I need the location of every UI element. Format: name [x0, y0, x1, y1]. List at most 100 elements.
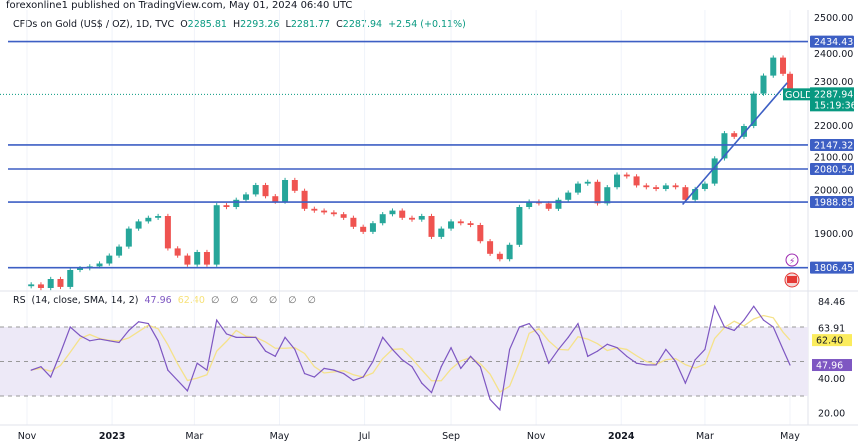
rsi-point: [675, 360, 677, 363]
rsi-point: [50, 376, 52, 378]
price-tick-label: 1900.00: [814, 229, 853, 240]
rsi-point: [411, 366, 413, 368]
candle: [565, 192, 572, 200]
published-caption: forexonline1 published on TradingView.co…: [6, 0, 353, 11]
rsi-point: [98, 338, 101, 340]
last-price-box: [810, 87, 854, 112]
price-tick-label: 2300.00: [814, 77, 853, 88]
rsi-point: [557, 348, 560, 351]
candle: [77, 268, 84, 270]
price-tick-label: 2000.00: [814, 186, 853, 197]
rsi-point: [789, 364, 791, 366]
time-tick-label: Mar: [696, 431, 714, 442]
candle: [96, 263, 103, 267]
price-tick-label: 2500.00: [814, 13, 853, 24]
rsi-point: [684, 382, 686, 384]
time-tick-label: 2024: [608, 431, 635, 442]
candle: [291, 180, 298, 191]
symbol-name[interactable]: CFDs on Gold (US$ / OZ), 1D, TVC: [13, 19, 175, 30]
rsi-point: [421, 382, 423, 384]
candle: [672, 185, 679, 188]
candle: [760, 75, 767, 94]
rsi-point: [665, 348, 667, 351]
candle: [213, 205, 220, 265]
rsi-point: [567, 336, 569, 338]
rsi-value-label: 47.96: [816, 361, 843, 372]
rsi-point: [655, 364, 657, 366]
rsi-point: [167, 369, 169, 371]
rsi-point: [538, 335, 540, 337]
candle: [135, 221, 142, 229]
rsi-point: [79, 335, 81, 337]
rsi-point: [313, 376, 315, 378]
rsi-point: [284, 336, 286, 338]
candle: [780, 57, 787, 74]
rsi-point: [255, 336, 257, 338]
rsi-point: [548, 362, 550, 364]
candle: [125, 228, 132, 247]
rsi-tick-label: 84.46: [818, 297, 845, 308]
rsi-point: [303, 372, 306, 375]
time-tick-label: May: [270, 431, 290, 442]
rsi-point: [782, 348, 784, 351]
candle: [487, 241, 494, 254]
candle: [321, 210, 328, 213]
candle: [282, 180, 289, 202]
rsi-point: [382, 336, 384, 338]
rsi-point: [108, 340, 110, 342]
rsi-point: [352, 379, 355, 382]
us-flag-stripes: [787, 276, 797, 283]
time-tick-label: 2023: [99, 431, 125, 442]
candle: [164, 216, 171, 249]
rsi-point: [118, 341, 120, 344]
rsi-value-box: [812, 359, 852, 372]
rsi-point: [69, 326, 71, 328]
candle: [692, 189, 699, 200]
time-tick-label: Mar: [185, 431, 203, 442]
candle: [682, 187, 689, 200]
candle: [399, 210, 406, 218]
candle: [750, 93, 757, 126]
candle: [467, 223, 474, 225]
level-price-label: 1806.45: [814, 263, 853, 274]
candle: [106, 255, 113, 264]
change-value: +2.54 (+0.11%): [388, 19, 466, 30]
candle: [174, 248, 181, 256]
high-label: H: [233, 19, 241, 30]
level-price-box: [810, 261, 854, 274]
rsi-point: [391, 348, 394, 351]
rsi-point: [89, 340, 91, 342]
candle: [614, 174, 621, 188]
candle: [770, 57, 777, 76]
rsi-point: [177, 379, 179, 382]
price-tick-label: 2100.00: [814, 153, 853, 164]
rsi-point: [596, 350, 599, 352]
time-tick-label: Nov: [527, 431, 546, 442]
rsi-point: [450, 347, 452, 349]
time-tick-label: May: [780, 431, 800, 442]
level-price-label: 1988.85: [814, 198, 853, 209]
rsi-point: [440, 366, 442, 368]
rsi-indicator-name[interactable]: RSI (14, close, SMA, 14, 2): [13, 295, 139, 306]
time-tick-label: Jul: [358, 431, 370, 442]
symbol-legend: CFDs on Gold (US$ / OZ), 1D, TVC O2285.8…: [13, 19, 466, 30]
candle: [477, 225, 484, 242]
open-label: O: [180, 19, 188, 30]
symbol-tag: [783, 88, 810, 101]
rsi-sma-value: 62.40: [177, 295, 205, 306]
candle: [408, 217, 415, 220]
rsi-point: [362, 376, 364, 378]
rsi-point: [733, 329, 735, 332]
candle: [457, 221, 464, 224]
last-price-label: 2287.94: [814, 89, 853, 100]
rsi-point: [518, 326, 520, 328]
rsi-point: [245, 336, 247, 338]
rsi-point: [294, 348, 296, 351]
rsi-point: [714, 305, 716, 307]
candle: [145, 217, 152, 222]
rsi-point: [186, 390, 189, 392]
rsi-sma-box: [812, 334, 852, 347]
candle: [438, 228, 445, 237]
candle: [330, 212, 337, 215]
